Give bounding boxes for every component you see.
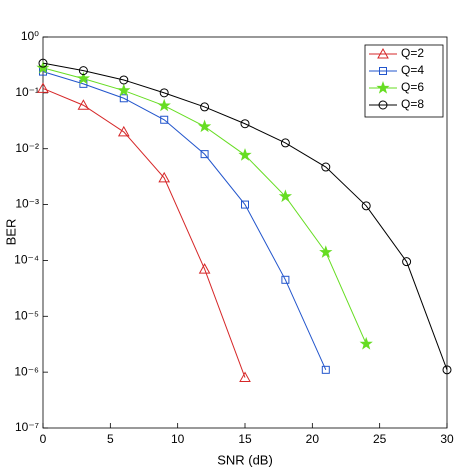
y-tick-label: 10⁻¹ [15,85,39,99]
marker [78,66,88,76]
marker [280,138,290,148]
legend-label: Q=8 [401,97,424,111]
marker [442,365,452,375]
marker [321,365,330,374]
marker [160,115,169,124]
y-axis-label: BER [3,219,18,246]
marker [200,150,209,159]
marker [77,99,90,110]
legend-label: Q=2 [401,46,424,60]
x-tick-label: 0 [40,432,47,446]
x-tick-label: 25 [373,432,387,446]
marker [238,148,252,161]
marker [321,162,331,172]
marker [240,119,250,129]
marker [198,263,211,274]
marker [38,58,48,68]
x-tick-label: 15 [238,432,252,446]
x-tick-label: 30 [440,432,454,446]
marker [319,245,333,258]
y-tick-label: 10⁻³ [15,197,39,211]
marker [361,201,371,211]
marker [158,171,171,183]
marker [157,98,171,112]
series-line [42,62,448,371]
legend-marker [378,100,388,110]
marker [197,119,212,133]
series-line [42,67,367,345]
y-tick-label: 10⁻⁵ [14,308,39,322]
legend-marker [379,67,387,75]
series-line [42,71,327,371]
marker [239,371,251,383]
legend-label: Q=4 [401,63,424,77]
y-tick-label: 10⁻⁶ [14,364,39,378]
y-tick-label: 10⁻² [15,141,39,155]
marker [37,82,49,93]
marker [402,257,412,267]
x-tick-label: 20 [306,432,320,446]
marker [119,75,129,85]
marker [278,189,293,203]
legend-label: Q=6 [401,80,424,94]
marker [200,102,210,112]
legend-marker [377,47,389,59]
marker [117,125,130,137]
x-tick-label: 5 [107,432,114,446]
marker [359,336,373,350]
marker [281,275,290,284]
y-tick-label: 10⁻⁷ [15,420,39,434]
y-tick-label: 10⁰ [21,29,39,43]
marker [159,88,169,98]
legend-marker [376,80,390,94]
marker [119,94,128,103]
x-tick-label: 10 [171,432,185,446]
marker [117,83,131,97]
y-tick-label: 10⁻⁴ [14,253,39,267]
x-axis-label: SNR (dB) [217,452,273,467]
marker [76,71,91,85]
marker [241,200,249,209]
series-line [42,87,246,378]
